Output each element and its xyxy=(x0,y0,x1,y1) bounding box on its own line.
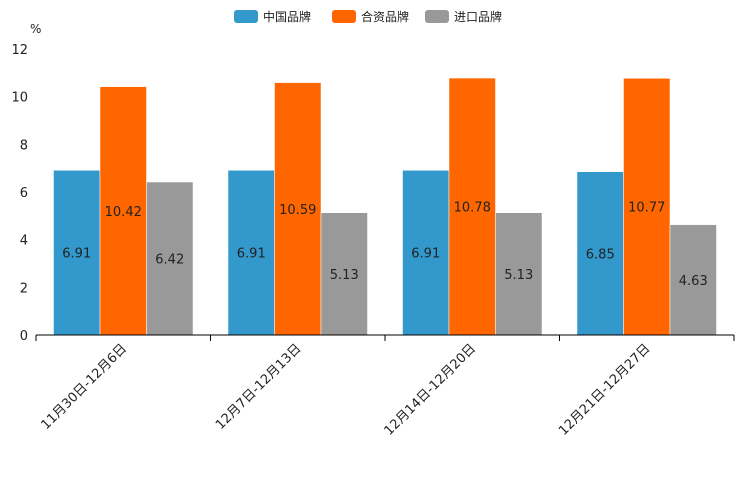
bar-0-1 xyxy=(227,170,275,336)
y-tick-label-1: 2 xyxy=(20,281,28,296)
bar-1-2 xyxy=(448,77,496,336)
bars: 6.91 10.42 6.42 6.91 10.59 5.13 6.91 10.78 5.13 6… xyxy=(53,77,717,336)
y-tick-label-4: 8 xyxy=(20,138,28,153)
legend-label-0: 中国品牌 xyxy=(263,9,311,24)
y-unit-label: % xyxy=(30,22,41,36)
bar-0-3 xyxy=(576,171,624,336)
data-label-0-3: 6.85 xyxy=(586,247,615,262)
data-label-0-2: 6.91 xyxy=(411,247,440,262)
data-label-1-0: 10.42 xyxy=(105,205,142,220)
data-label-0-0: 6.91 xyxy=(62,247,91,262)
y-tick-label-5: 10 xyxy=(11,91,28,106)
x-tick-label-3: 12月21日-12月27日 xyxy=(556,341,653,438)
data-label-2-0: 6.42 xyxy=(155,252,184,267)
x-tick-label-1: 12月7日-12月13日 xyxy=(213,341,305,433)
x-axis: 11月30日-12月6日 12月7日-12月13日 12月14日-12月20日 12月… xyxy=(35,334,735,439)
legend-swatch-1 xyxy=(332,10,356,23)
x-tick-label-2: 12月14日-12月20日 xyxy=(382,341,479,438)
bar-2-1 xyxy=(320,212,368,336)
bar-0-0 xyxy=(53,170,101,336)
y-tick-label-0: 0 xyxy=(20,329,28,344)
y-tick-label-6: 12 xyxy=(11,43,28,58)
data-label-2-3: 4.63 xyxy=(679,274,708,289)
legend-label-1: 合资品牌 xyxy=(361,9,409,24)
data-label-1-1: 10.59 xyxy=(279,203,316,218)
legend-swatch-2 xyxy=(425,10,449,23)
bar-1-1 xyxy=(274,82,322,336)
bar-2-0 xyxy=(146,181,194,336)
bar-2-3 xyxy=(669,224,717,336)
bar-0-2 xyxy=(402,170,450,336)
data-label-1-3: 10.77 xyxy=(628,201,665,216)
y-tick-label-2: 4 xyxy=(20,234,28,249)
legend-swatch-0 xyxy=(234,10,258,23)
data-label-2-2: 5.13 xyxy=(504,268,533,283)
bar-1-0 xyxy=(99,86,147,336)
legend: 中国品牌 合资品牌 进口品牌 xyxy=(234,9,502,24)
data-label-0-1: 6.91 xyxy=(237,247,266,262)
data-label-1-2: 10.78 xyxy=(454,201,491,216)
x-tick-label-0: 11月30日-12月6日 xyxy=(38,341,130,433)
legend-label-2: 进口品牌 xyxy=(454,10,502,24)
y-tick-label-3: 6 xyxy=(20,186,28,201)
bar-1-3 xyxy=(623,78,671,336)
data-label-2-1: 5.13 xyxy=(330,268,359,283)
y-axis: 0 2 4 6 8 10 12 xyxy=(11,43,28,344)
